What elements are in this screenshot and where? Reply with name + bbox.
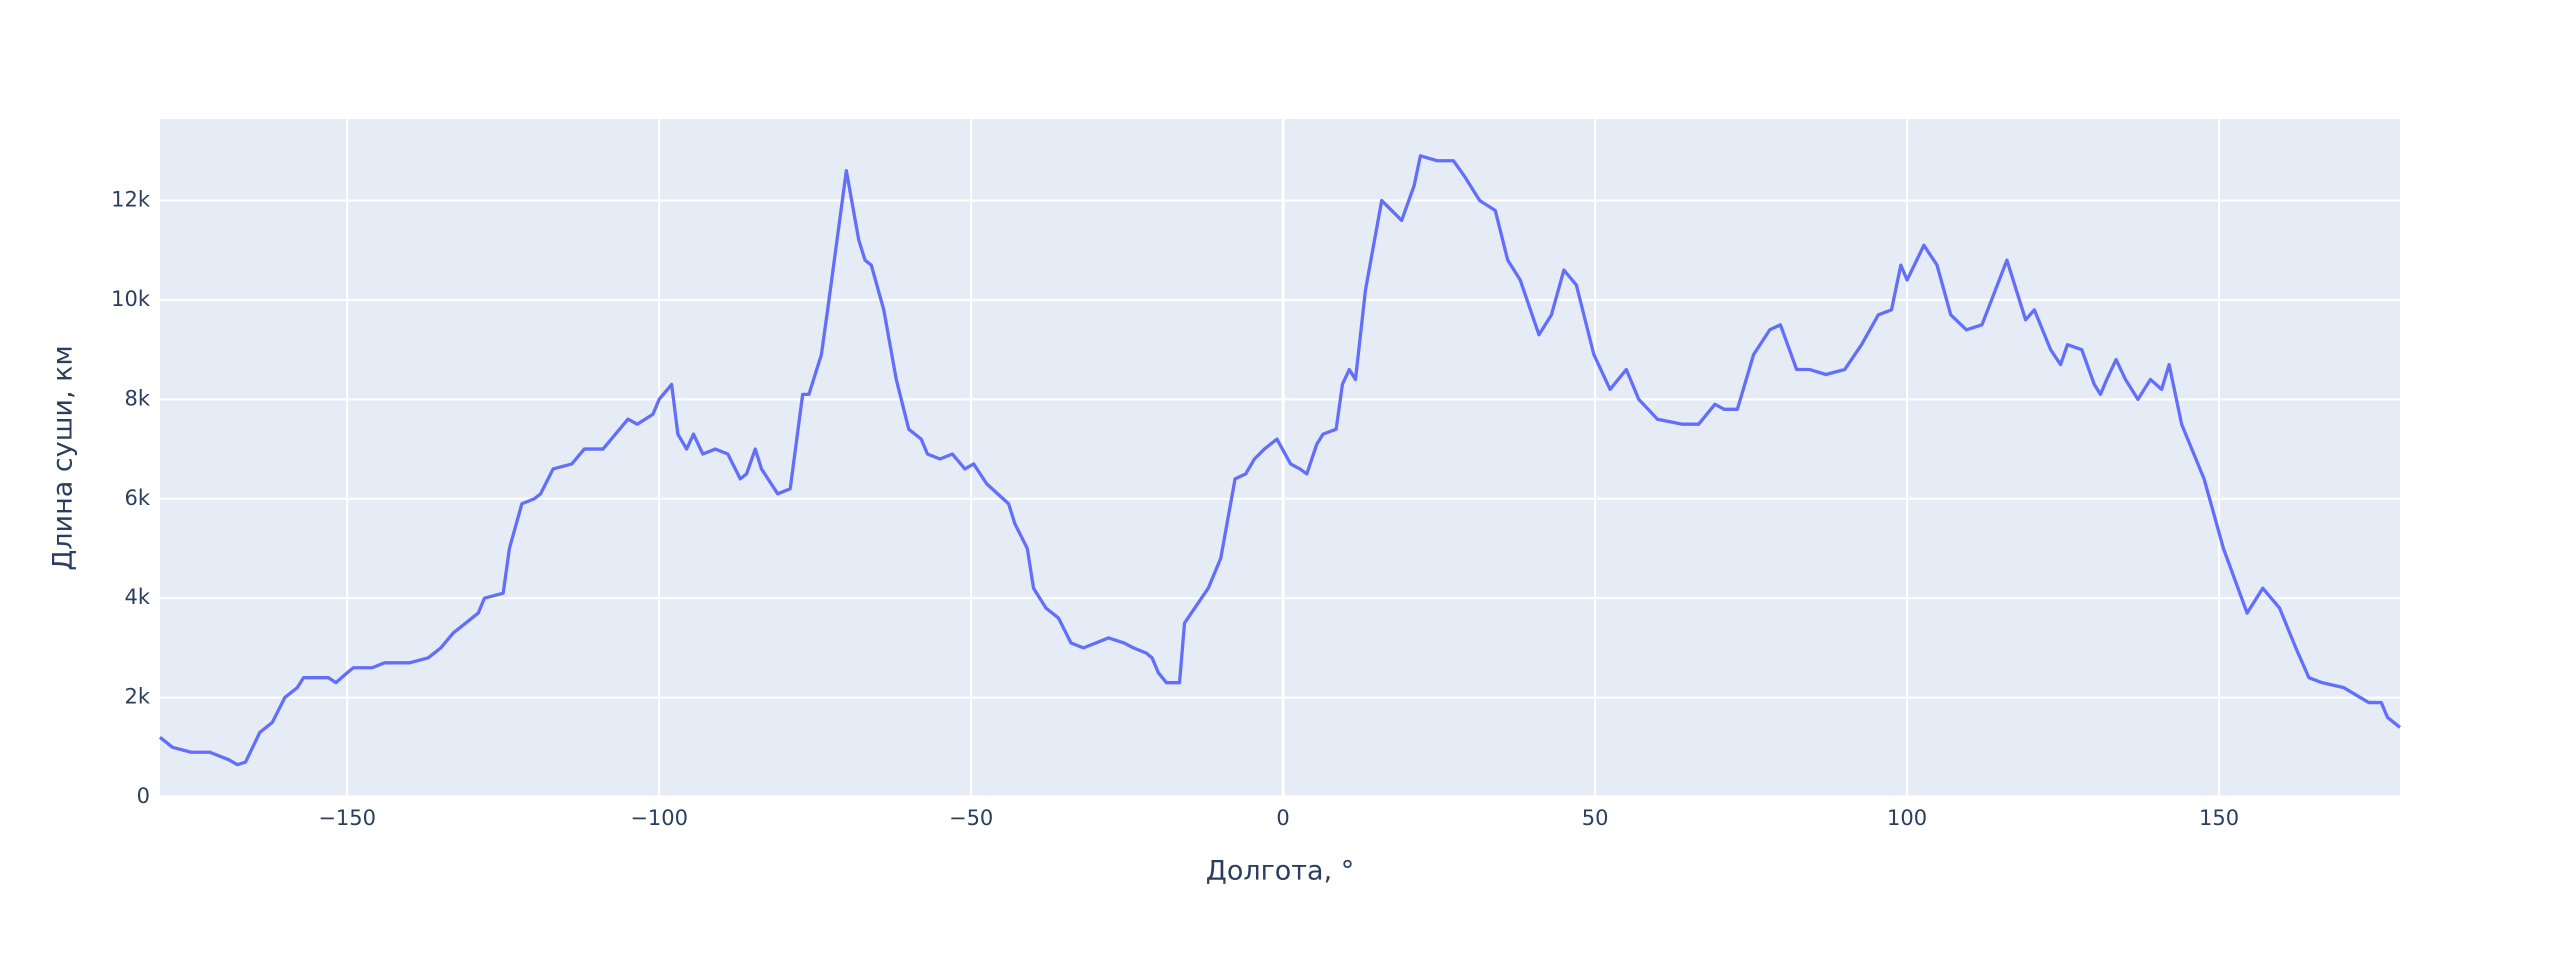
y-tick-label: 2k — [124, 685, 150, 709]
marks — [158, 154, 2402, 767]
x-tick-label: 0 — [1276, 806, 1289, 830]
y-tick-label: 0 — [137, 784, 150, 808]
x-tick-label: 50 — [1582, 806, 1609, 830]
y-tick-label: 8k — [124, 386, 150, 410]
x-tick-label: −150 — [318, 806, 376, 830]
x-tick-label: 100 — [1887, 806, 1927, 830]
y-tick-label: 12k — [111, 188, 151, 212]
plot-background — [160, 119, 2400, 797]
x-tick-label: −50 — [949, 806, 993, 830]
x-tick-label: 150 — [2199, 806, 2239, 830]
x-tick-label: −100 — [630, 806, 688, 830]
y-tick-label: 10k — [111, 287, 151, 311]
y-tick-label: 4k — [124, 585, 150, 609]
tick-labels: 0 2k 4k 6k 8k 10k 12k −150 −100 −50 0 50 100 150 — [111, 188, 2239, 830]
line-series — [158, 154, 2402, 767]
grid — [160, 119, 2400, 799]
y-tick-label: 6k — [124, 486, 150, 510]
y-axis-title: Длина суши, км — [48, 345, 79, 571]
x-axis-title: Долгота, ° — [1206, 856, 1355, 887]
